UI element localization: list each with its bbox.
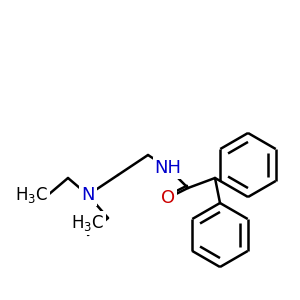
Text: O: O	[161, 189, 175, 207]
Text: N: N	[81, 186, 95, 204]
Text: H$_3$C: H$_3$C	[71, 213, 105, 233]
Text: NH: NH	[154, 159, 182, 177]
Text: H$_3$C: H$_3$C	[15, 185, 48, 205]
